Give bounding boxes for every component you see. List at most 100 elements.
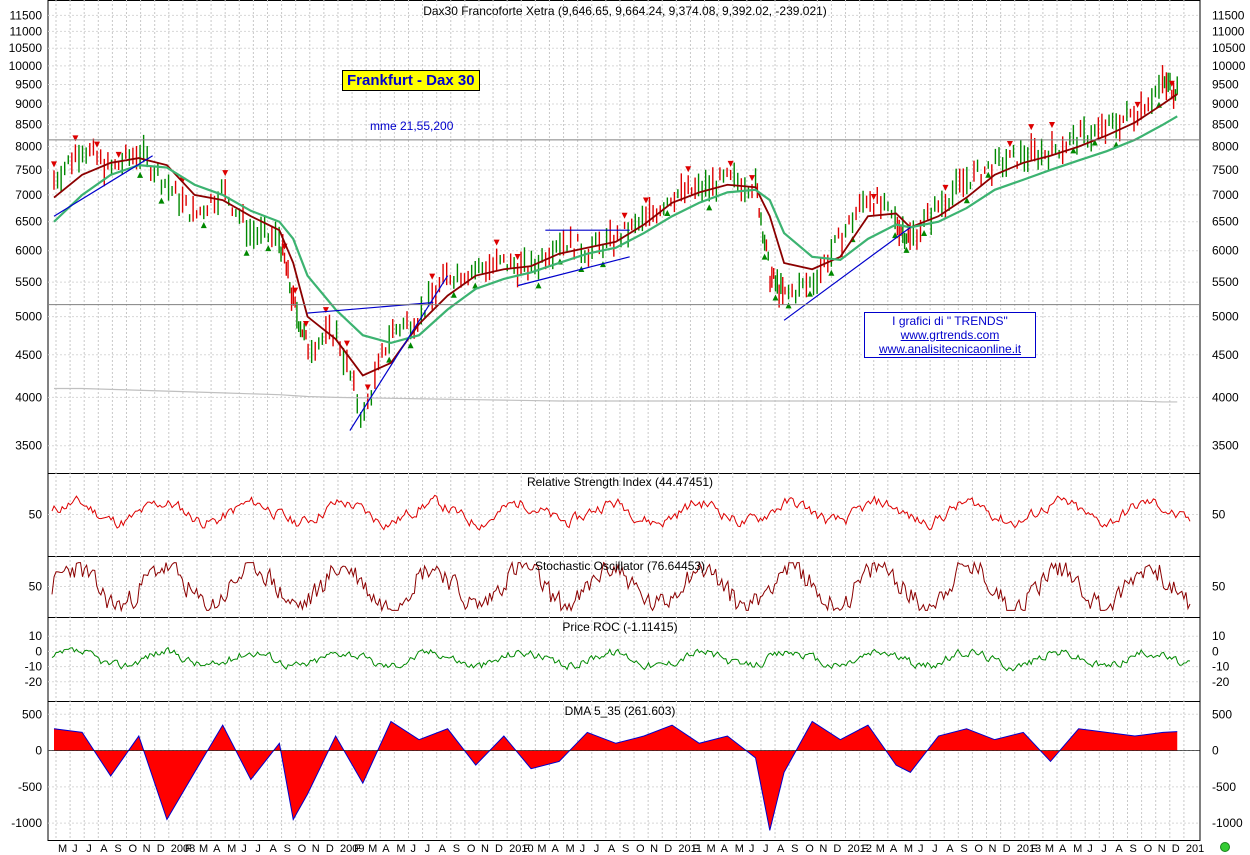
sell-signal-arrow xyxy=(727,160,734,167)
y-tick-label-right: 11000 xyxy=(1212,24,1245,38)
sell-signal-arrow xyxy=(343,340,350,347)
x-tick-label: S xyxy=(1130,843,1137,855)
x-tick-label: J xyxy=(1087,843,1093,855)
x-tick-label: A xyxy=(608,843,616,855)
sell-signal-arrow xyxy=(292,287,299,294)
buy-signal-arrow xyxy=(472,282,479,289)
x-tick-label: A xyxy=(551,843,559,855)
dma-y-tick-right: 0 xyxy=(1212,744,1219,758)
buy-signal-arrow xyxy=(158,197,165,204)
y-tick-label-left: 8000 xyxy=(15,140,42,154)
y-tick-label-right: 10000 xyxy=(1212,59,1246,73)
x-tick-label: M xyxy=(876,843,885,855)
roc-y-tick-right: -10 xyxy=(1212,660,1230,674)
dma-y-tick-left: 0 xyxy=(35,744,42,758)
x-tick-label: M xyxy=(1073,843,1082,855)
y-tick-label-left: 5000 xyxy=(15,310,42,324)
x-tick-label: J xyxy=(1101,843,1107,855)
x-tick-label: J xyxy=(580,843,586,855)
x-tick-label: O xyxy=(298,843,307,855)
sell-signal-arrow xyxy=(1028,124,1035,131)
y-tick-label-left: 5500 xyxy=(15,275,42,289)
x-tick-label: M xyxy=(1045,843,1054,855)
y-tick-label-left: 6000 xyxy=(15,244,42,258)
x-tick-label: N xyxy=(312,843,320,855)
sell-signal-arrow xyxy=(51,161,57,168)
x-tick-label: A xyxy=(777,843,785,855)
y-tick-label-left: 8500 xyxy=(15,118,42,132)
rsi-panel-title: Relative Strength Index (44.47451) xyxy=(526,475,714,489)
buy-signal-arrow xyxy=(1070,147,1077,154)
x-tick-label: N xyxy=(481,843,489,855)
sell-signal-arrow xyxy=(749,175,756,182)
roc-y-tick-left: -20 xyxy=(25,675,43,689)
x-tick-label: D xyxy=(326,843,334,855)
sell-signal-arrow xyxy=(1134,101,1141,108)
x-tick-label: 2013 xyxy=(1017,843,1041,855)
x-tick-label: M xyxy=(707,843,716,855)
sell-signal-arrow xyxy=(322,307,329,314)
x-tick-label: O xyxy=(636,843,645,855)
dma-y-tick-left: -500 xyxy=(18,780,42,794)
dma-y-tick-left: -1000 xyxy=(11,816,42,830)
y-tick-label-left: 9000 xyxy=(15,97,42,111)
x-tick-label: 2009 xyxy=(340,843,364,855)
sell-signal-arrow xyxy=(302,320,309,327)
dma-y-tick-right: 500 xyxy=(1212,707,1232,721)
roc-y-tick-left: 10 xyxy=(29,629,43,643)
x-tick-label: 201 xyxy=(1186,843,1204,855)
y-tick-label-right: 4000 xyxy=(1212,390,1239,404)
roc-line xyxy=(51,646,1191,672)
x-tick-label: A xyxy=(721,843,729,855)
trendline xyxy=(53,155,153,217)
sell-signal-arrow xyxy=(493,239,500,246)
x-tick-label: N xyxy=(143,843,151,855)
x-tick-label: O xyxy=(128,843,137,855)
x-tick-label: M xyxy=(227,843,236,855)
buy-signal-arrow xyxy=(200,222,207,229)
stochastic-y-tick-left: 50 xyxy=(29,580,43,594)
x-tick-label: M xyxy=(735,843,744,855)
roc-frame xyxy=(47,617,1201,702)
credit-link-2[interactable]: www.analisitecnicaonline.it xyxy=(878,342,1022,356)
x-tick-label: S xyxy=(622,843,629,855)
x-tick-label: S xyxy=(114,843,121,855)
sell-signal-arrow xyxy=(115,151,122,158)
y-tick-label-right: 9500 xyxy=(1212,77,1239,91)
y-tick-label-right: 8500 xyxy=(1212,118,1239,132)
x-tick-label: M xyxy=(199,843,208,855)
trendline xyxy=(517,256,630,287)
page-title: Dax30 Francoforte Xetra (9,646.65, 9,664… xyxy=(423,4,827,18)
y-tick-label-left: 4000 xyxy=(15,390,42,404)
buy-signal-arrow xyxy=(985,171,992,178)
x-tick-label: M xyxy=(566,843,575,855)
x-tick-label: J xyxy=(425,843,431,855)
sell-signal-arrow xyxy=(94,141,101,148)
buy-signal-arrow xyxy=(903,246,910,253)
x-tick-label: J xyxy=(763,843,769,855)
buy-signal-arrow xyxy=(265,245,272,252)
dma-area xyxy=(54,721,1178,831)
status-indicator-icon[interactable] xyxy=(1220,842,1230,852)
y-tick-label-right: 5000 xyxy=(1212,310,1239,324)
price-panel xyxy=(48,65,1200,431)
buy-signal-arrow xyxy=(806,290,813,297)
roc-y-tick-left: 0 xyxy=(35,644,42,658)
x-tick-label: D xyxy=(157,843,165,855)
sell-signal-arrow xyxy=(621,212,628,219)
stochastic-line xyxy=(51,560,1191,613)
x-tick-label: A xyxy=(1059,843,1067,855)
x-tick-label: F xyxy=(523,843,530,855)
buy-signal-arrow xyxy=(772,294,779,301)
sell-signal-arrow xyxy=(1168,80,1175,87)
x-tick-label: S xyxy=(284,843,291,855)
y-tick-label-right: 11500 xyxy=(1212,8,1245,22)
dma-line xyxy=(53,720,1178,831)
x-tick-label: O xyxy=(1144,843,1153,855)
x-tick-label: D xyxy=(495,843,503,855)
credit-link-1[interactable]: www.grtrends.com xyxy=(900,328,1000,342)
x-tick-label: A xyxy=(269,843,277,855)
roc-y-tick-right: 0 xyxy=(1212,644,1219,658)
x-tick-label: O xyxy=(974,843,983,855)
